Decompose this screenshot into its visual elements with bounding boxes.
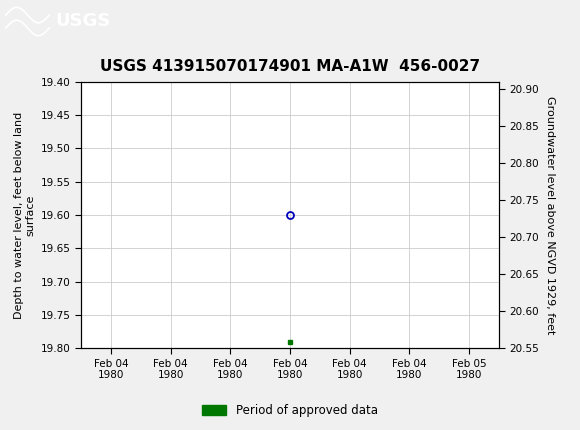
Y-axis label: Depth to water level, feet below land
surface: Depth to water level, feet below land su…: [14, 111, 35, 319]
Legend: Period of approved data: Period of approved data: [198, 399, 382, 422]
Text: USGS: USGS: [55, 12, 110, 31]
Y-axis label: Groundwater level above NGVD 1929, feet: Groundwater level above NGVD 1929, feet: [545, 96, 554, 334]
Text: USGS 413915070174901 MA-A1W  456-0027: USGS 413915070174901 MA-A1W 456-0027: [100, 59, 480, 74]
